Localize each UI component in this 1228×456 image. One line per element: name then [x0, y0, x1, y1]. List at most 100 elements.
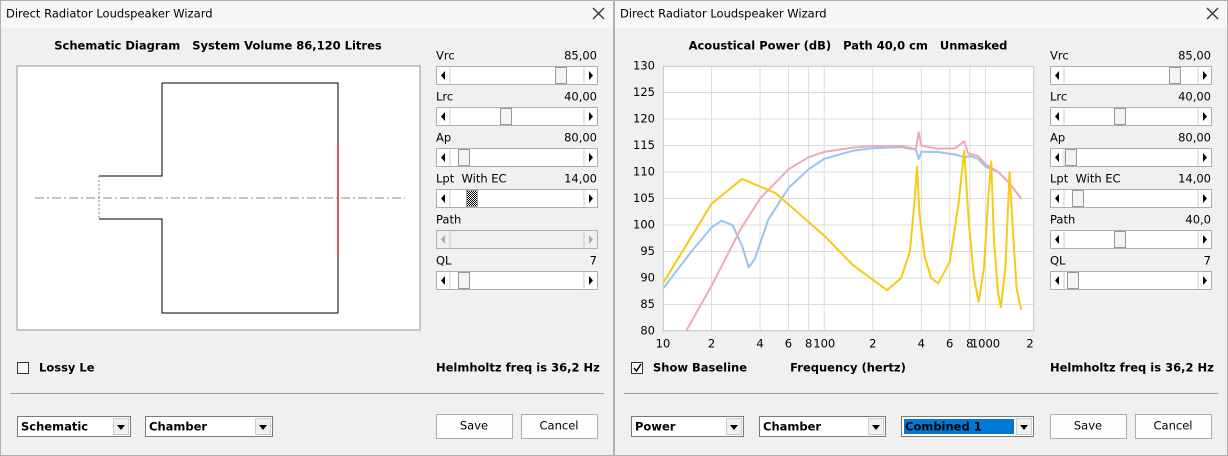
x-tick-label: 4: [918, 337, 925, 351]
slider-track[interactable]: [1050, 148, 1212, 167]
slider-right-arrow[interactable]: [589, 194, 593, 203]
x-tick-label: 8: [966, 337, 973, 351]
slider-value: 40,00: [1178, 90, 1211, 104]
slider-value: 85,00: [1178, 49, 1211, 63]
slider-right-arrow[interactable]: [589, 112, 593, 121]
dropdown[interactable]: [145, 416, 273, 437]
y-tick-label: 80: [640, 324, 655, 338]
slider-right-arrow[interactable]: [1203, 153, 1207, 162]
slider-thumb[interactable]: [1065, 149, 1077, 166]
dropdown-arrow: [259, 425, 267, 430]
slider-thumb[interactable]: [500, 108, 512, 125]
y-tick-label: 100: [633, 218, 655, 232]
plot-border: [663, 66, 1034, 331]
slider-thumb[interactable]: [1114, 231, 1126, 248]
checkbox[interactable]: [17, 362, 29, 374]
slider-track[interactable]: [436, 148, 598, 167]
dropdown[interactable]: [631, 416, 744, 437]
slider-thumb[interactable]: [458, 149, 470, 166]
slider-track[interactable]: [436, 189, 598, 208]
enclosure: [99, 82, 339, 314]
status-text: Helmholtz freq is 36,2 Hz: [1050, 361, 1214, 375]
slider-left-arrow[interactable]: [441, 276, 445, 285]
slider-value: 80,00: [1178, 131, 1211, 145]
button-label[interactable]: Save: [1074, 419, 1102, 433]
slider-track[interactable]: [1050, 66, 1212, 85]
slider-left-arrow[interactable]: [1055, 153, 1059, 162]
slider-right-arrow[interactable]: [1203, 276, 1207, 285]
slider-thumb[interactable]: [1114, 108, 1126, 125]
x-tick-label: 6: [785, 337, 792, 351]
x-axis-label: Frequency (hertz): [790, 361, 906, 375]
slider-thumb[interactable]: [458, 272, 470, 289]
slider-right-arrow[interactable]: [589, 235, 593, 244]
slider-left-arrow[interactable]: [441, 235, 445, 244]
slider-value: 14,00: [564, 172, 597, 186]
slider-left-arrow[interactable]: [441, 112, 445, 121]
slider-track[interactable]: [1050, 271, 1212, 290]
button-label[interactable]: Cancel: [1154, 419, 1193, 433]
status-text: Helmholtz freq is 36,2 Hz: [436, 361, 600, 375]
slider-track[interactable]: [436, 107, 598, 126]
dropdown-value: Chamber: [763, 420, 821, 434]
slider-left-arrow[interactable]: [441, 153, 445, 162]
slider-thumb[interactable]: [1067, 272, 1079, 289]
y-tick-label: 115: [633, 138, 655, 152]
dropdown[interactable]: [17, 416, 131, 437]
checkbox-label: Show Baseline: [653, 361, 747, 375]
slider-label: Path: [1050, 213, 1075, 227]
slider-left-arrow[interactable]: [1055, 194, 1059, 203]
close-button[interactable]: [592, 7, 605, 20]
button[interactable]: [1050, 414, 1127, 439]
slider-value: 40,00: [564, 90, 597, 104]
slider-right-arrow[interactable]: [1203, 235, 1207, 244]
slider-thumb[interactable]: [1169, 67, 1181, 84]
dropdown-value: Power: [635, 420, 676, 434]
slider-value: 14,00: [1178, 172, 1211, 186]
button[interactable]: [436, 414, 513, 439]
button-label[interactable]: Cancel: [540, 419, 579, 433]
dropdown[interactable]: [759, 416, 886, 437]
slider-right-arrow[interactable]: [589, 71, 593, 80]
series-line: [663, 146, 1022, 290]
slider-track[interactable]: [1050, 230, 1212, 249]
slider-right-arrow[interactable]: [1203, 71, 1207, 80]
button[interactable]: [1135, 414, 1212, 439]
button-label[interactable]: Save: [460, 419, 488, 433]
slider-right-arrow[interactable]: [1203, 194, 1207, 203]
chart-title: Acoustical Power (dB) Path 40,0 cm Unmas…: [689, 39, 1008, 53]
slider-right-arrow[interactable]: [1203, 112, 1207, 121]
close-button[interactable]: [1206, 7, 1219, 20]
slider-left-arrow[interactable]: [441, 71, 445, 80]
slider-track[interactable]: [436, 230, 598, 249]
slider-label: QL: [436, 254, 452, 268]
button[interactable]: [521, 414, 598, 439]
slider-right-arrow[interactable]: [589, 276, 593, 285]
series-line: [663, 149, 1023, 311]
slider-thumb[interactable]: [555, 67, 567, 84]
dropdown-arrow: [872, 425, 880, 430]
checkbox[interactable]: [631, 362, 643, 374]
slider-label: Vrc: [1050, 49, 1069, 63]
slider-left-arrow[interactable]: [1055, 235, 1059, 244]
slider-left-arrow[interactable]: [1055, 71, 1059, 80]
slider-label: Ap: [1050, 131, 1065, 145]
dropdown-selection: [904, 419, 1014, 434]
dropdown-value: Chamber: [149, 420, 207, 434]
slider-left-arrow[interactable]: [441, 194, 445, 203]
slider-left-arrow[interactable]: [1055, 112, 1059, 121]
slider-left-arrow[interactable]: [1055, 276, 1059, 285]
heading: Schematic Diagram System Volume 86,120 L…: [54, 39, 382, 53]
slider-thumb[interactable]: [466, 190, 478, 207]
slider-thumb[interactable]: [1072, 190, 1084, 207]
dropdown-arrow: [1020, 425, 1028, 430]
y-tick-label: 105: [633, 191, 655, 205]
slider-track[interactable]: [1050, 107, 1212, 126]
slider-track[interactable]: [436, 66, 598, 85]
y-tick-label: 130: [633, 59, 655, 73]
slider-right-arrow[interactable]: [589, 153, 593, 162]
slider-track[interactable]: [436, 271, 598, 290]
slider-label: Lpt With EC: [436, 172, 507, 186]
dropdown-value: Combined 1: [905, 420, 982, 434]
slider-track[interactable]: [1050, 189, 1212, 208]
